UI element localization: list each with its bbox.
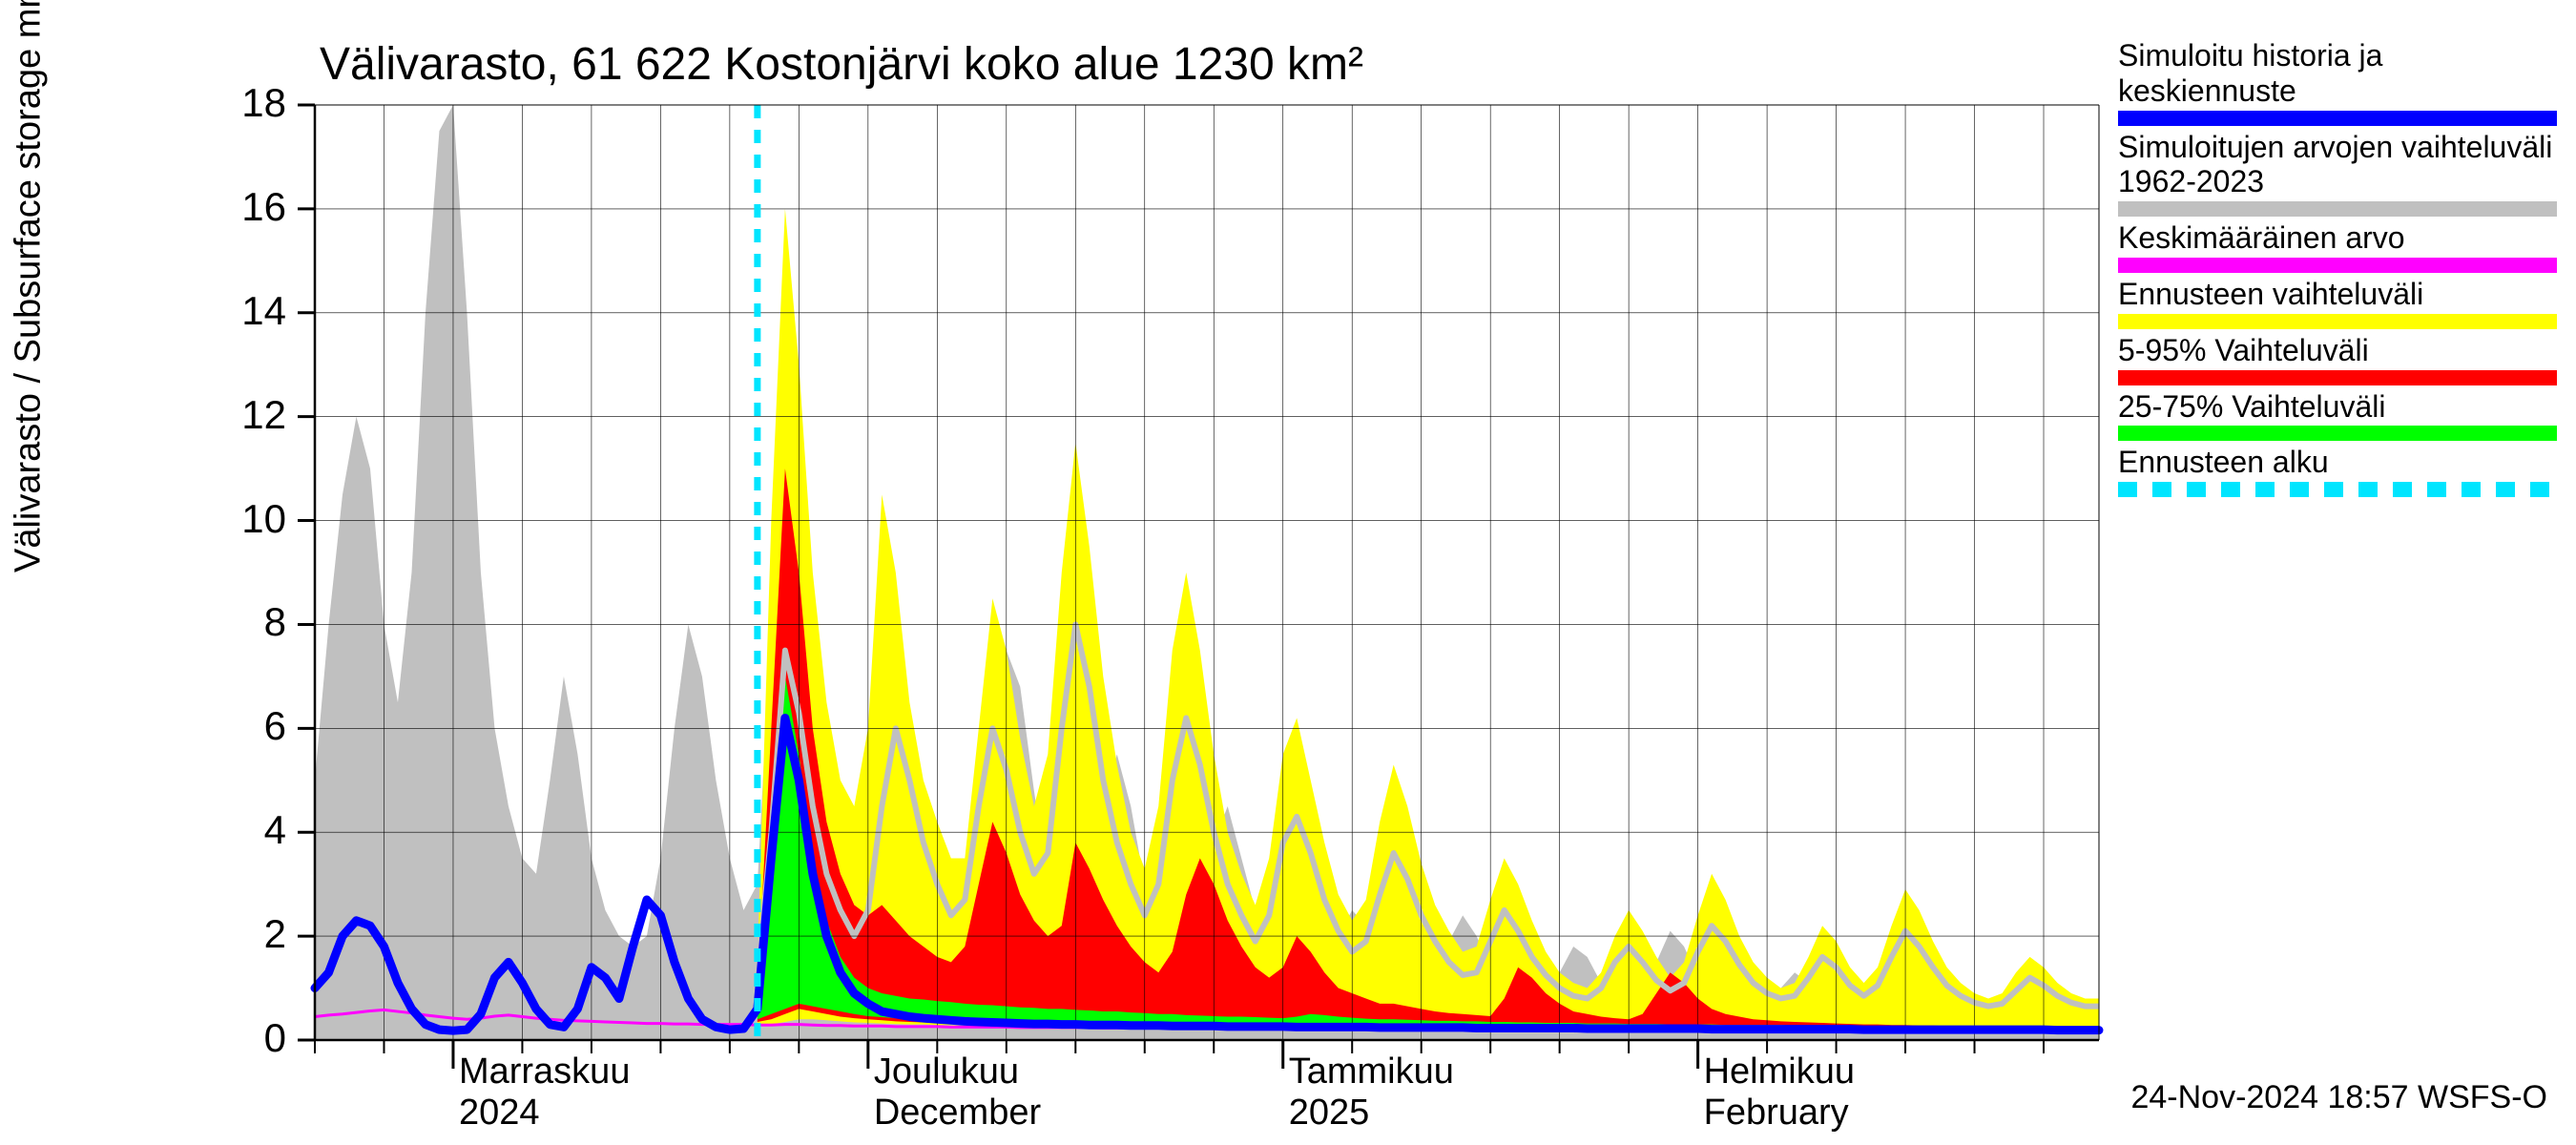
x-tick-label: Marraskuu2024 — [459, 1051, 631, 1134]
legend-swatch — [2118, 426, 2557, 441]
legend-label: 25-75% Vaihteluväli — [2118, 389, 2557, 425]
legend-entry: Ennusteen vaihteluväli — [2118, 277, 2557, 329]
legend-swatch — [2118, 482, 2557, 497]
x-tick-label: Tammikuu2025 — [1289, 1051, 1454, 1134]
x-tick-label: HelmikuuFebruary — [1704, 1051, 1855, 1134]
legend-label: Simuloitu historia ja keskiennuste — [2118, 38, 2557, 109]
legend-label: Ennusteen vaihteluväli — [2118, 277, 2557, 312]
legend-entry: Simuloitu historia ja keskiennuste — [2118, 38, 2557, 126]
y-tick-label: 2 — [210, 911, 286, 957]
legend-swatch — [2118, 314, 2557, 329]
footer-timestamp: 24-Nov-2024 18:57 WSFS-O — [2130, 1079, 2547, 1116]
y-tick-label: 14 — [210, 288, 286, 334]
legend-label: 5-95% Vaihteluväli — [2118, 333, 2557, 368]
legend-entry: 5-95% Vaihteluväli — [2118, 333, 2557, 385]
legend: Simuloitu historia ja keskiennuste Simulo… — [2118, 38, 2557, 501]
y-tick-label: 0 — [210, 1015, 286, 1061]
legend-label: Keskimääräinen arvo — [2118, 220, 2557, 256]
legend-label: Ennusteen alku — [2118, 445, 2557, 480]
legend-entry: 25-75% Vaihteluväli — [2118, 389, 2557, 442]
chart-container: Välivarasto / Subsurface storage mm Väli… — [0, 0, 2576, 1145]
y-tick-label: 12 — [210, 392, 286, 438]
y-tick-label: 4 — [210, 807, 286, 853]
legend-swatch — [2118, 258, 2557, 273]
y-tick-label: 10 — [210, 496, 286, 542]
y-tick-label: 18 — [210, 80, 286, 126]
legend-swatch — [2118, 370, 2557, 385]
legend-entry: Simuloitujen arvojen vaihteluväli 1962-2… — [2118, 130, 2557, 218]
legend-label: Simuloitujen arvojen vaihteluväli 1962-2… — [2118, 130, 2557, 200]
legend-entry: Ennusteen alku — [2118, 445, 2557, 497]
y-tick-label: 16 — [210, 184, 286, 230]
legend-entry: Keskimääräinen arvo — [2118, 220, 2557, 273]
x-tick-label: JoulukuuDecember — [874, 1051, 1041, 1134]
y-tick-label: 8 — [210, 599, 286, 645]
legend-swatch — [2118, 111, 2557, 126]
legend-swatch — [2118, 201, 2557, 217]
y-tick-label: 6 — [210, 703, 286, 749]
